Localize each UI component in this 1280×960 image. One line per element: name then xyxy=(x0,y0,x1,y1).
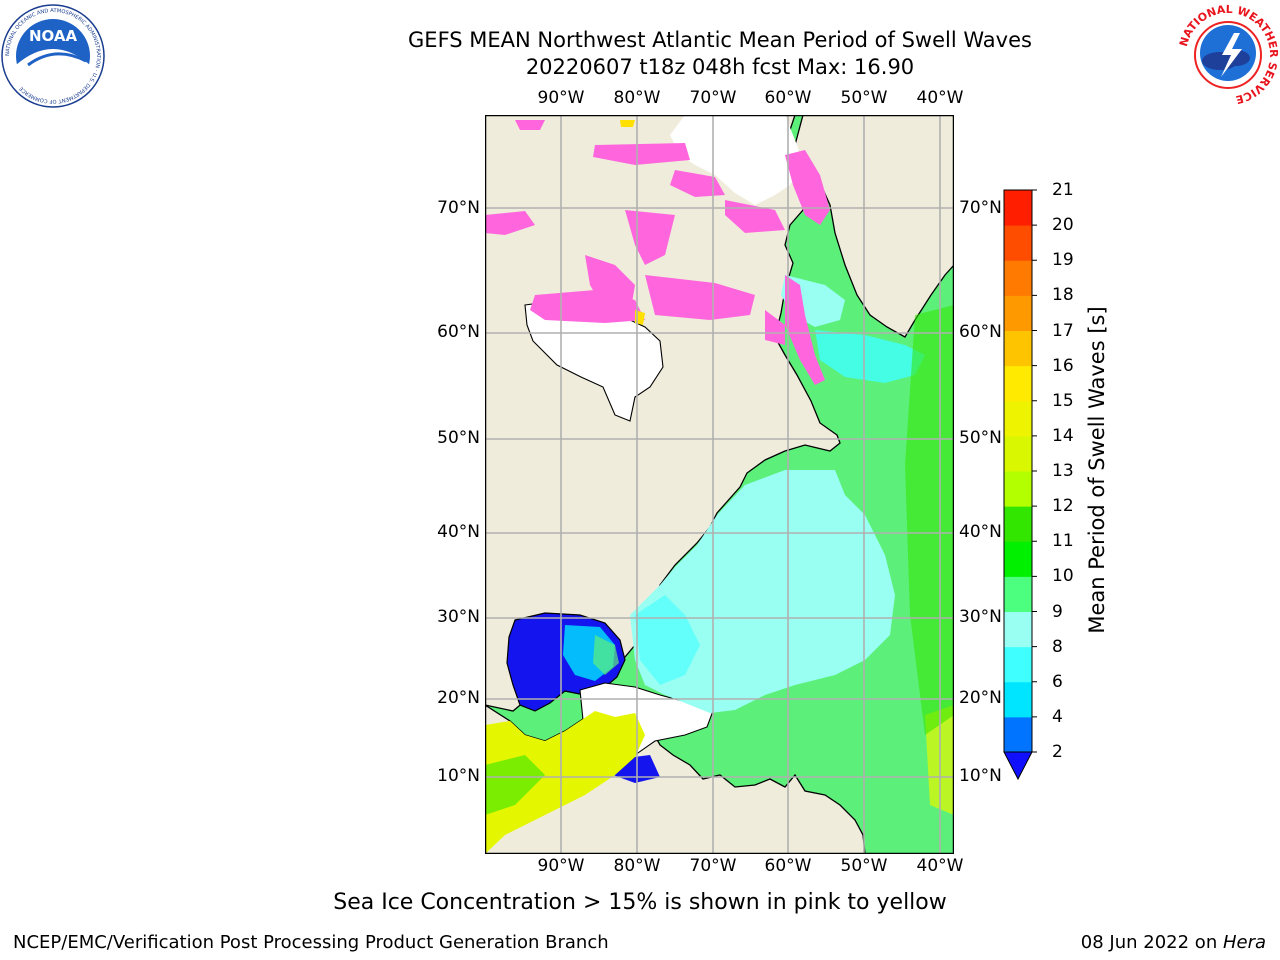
colorbar-segment xyxy=(1004,190,1032,226)
colorbar-segment xyxy=(1004,716,1032,753)
colorbar-segment xyxy=(1004,471,1032,507)
colorbar-tick-label: 8 xyxy=(1052,636,1063,657)
lon-label-top: 50°W xyxy=(840,88,888,108)
colorbar-tick-label: 14 xyxy=(1052,425,1074,446)
lon-label-bottom: 50°W xyxy=(840,856,888,876)
lat-label-left: 30°N xyxy=(437,607,480,627)
chart-subtitle: 20220607 t18z 048h fcst Max: 16.90 xyxy=(525,55,915,79)
lon-label-top: 70°W xyxy=(689,88,737,108)
colorbar-label: Mean Period of Swell Waves [s] xyxy=(1085,306,1109,634)
colorbar-tick-label: 20 xyxy=(1052,215,1074,236)
colorbar-segment xyxy=(1004,541,1032,577)
lat-label-right: 70°N xyxy=(959,198,1002,218)
colorbar-tick-label: 11 xyxy=(1052,531,1074,552)
ocean-yellow-tropics xyxy=(485,711,645,854)
colorbar-segment xyxy=(1004,611,1032,648)
lon-label-bottom: 90°W xyxy=(537,856,585,876)
lon-label-bottom: 80°W xyxy=(613,856,661,876)
sea-ice xyxy=(485,120,830,385)
lat-label-right: 40°N xyxy=(959,522,1002,542)
colorbar-segment xyxy=(1004,295,1032,331)
colorbar-extend-arrow xyxy=(1003,751,1033,781)
lon-label-bottom: 40°W xyxy=(916,856,964,876)
lat-label-left: 50°N xyxy=(437,428,480,448)
lon-label-top: 80°W xyxy=(613,88,661,108)
colorbar-tick-label: 19 xyxy=(1052,250,1074,271)
colorbar-segment xyxy=(1004,330,1032,367)
colorbar-tick-label: 13 xyxy=(1052,461,1074,481)
lat-label-left: 40°N xyxy=(437,522,480,542)
colorbar-segment xyxy=(1004,646,1032,683)
lon-label-top: 60°W xyxy=(764,88,812,108)
lat-label-right: 20°N xyxy=(959,688,1002,708)
colorbar-tick-label: 4 xyxy=(1052,706,1063,727)
lon-label-bottom: 60°W xyxy=(764,856,812,876)
colorbar-segment xyxy=(1004,506,1032,542)
chart-title: GEFS MEAN Northwest Atlantic Mean Period… xyxy=(408,28,1032,52)
lat-label-right: 10°N xyxy=(959,766,1002,786)
colorbar-segment xyxy=(1004,365,1032,402)
lat-label-left: 20°N xyxy=(437,688,480,708)
lat-label-right: 60°N xyxy=(959,322,1002,342)
colorbar-segment xyxy=(1004,225,1032,261)
lon-label-top: 90°W xyxy=(537,88,585,108)
sea-ice-note: Sea Ice Concentration > 15% is shown in … xyxy=(333,890,947,915)
colorbar-segment xyxy=(1004,576,1032,612)
footer-date: 08 Jun 2022 on Hera xyxy=(1080,932,1266,953)
lat-label-right: 50°N xyxy=(959,428,1002,448)
colorbar-tick-label: 21 xyxy=(1052,180,1074,200)
colorbar-tick-label: 6 xyxy=(1052,671,1063,692)
colorbar-tick-label: 9 xyxy=(1052,601,1063,622)
noaa-logo: NOAA NATIONAL OCEANIC AND ATMOSPHERIC AD… xyxy=(1,4,105,108)
colorbar-segment xyxy=(1004,260,1032,296)
nws-logo: NATIONAL WEATHER SERVICE xyxy=(1177,3,1280,106)
colorbar-tick-label: 17 xyxy=(1052,320,1074,341)
colorbar-tick-label: 12 xyxy=(1052,496,1074,517)
colorbar-segment xyxy=(1004,400,1032,437)
graticule xyxy=(485,115,954,854)
colorbar xyxy=(1003,189,1037,781)
svg-text:NOAA: NOAA xyxy=(29,27,78,45)
lat-label-left: 70°N xyxy=(437,198,480,218)
swell-period-map xyxy=(485,115,954,854)
lat-label-left: 60°N xyxy=(437,322,480,342)
colorbar-segment xyxy=(1004,435,1032,472)
colorbar-tick-label: 10 xyxy=(1052,566,1074,587)
colorbar-tick-label: 2 xyxy=(1052,742,1063,762)
colorbar-tick-label: 16 xyxy=(1052,355,1074,376)
lat-label-left: 10°N xyxy=(437,766,480,786)
colorbar-tick-label: 18 xyxy=(1052,285,1074,306)
footer-credit: NCEP/EMC/Verification Post Processing Pr… xyxy=(13,932,609,953)
lon-label-top: 40°W xyxy=(916,88,964,108)
baffin-bay-blank xyxy=(670,115,803,205)
lon-label-bottom: 70°W xyxy=(689,856,737,876)
lat-label-right: 30°N xyxy=(959,607,1002,627)
colorbar-segment xyxy=(1004,681,1032,718)
colorbar-tick-label: 15 xyxy=(1052,390,1074,411)
